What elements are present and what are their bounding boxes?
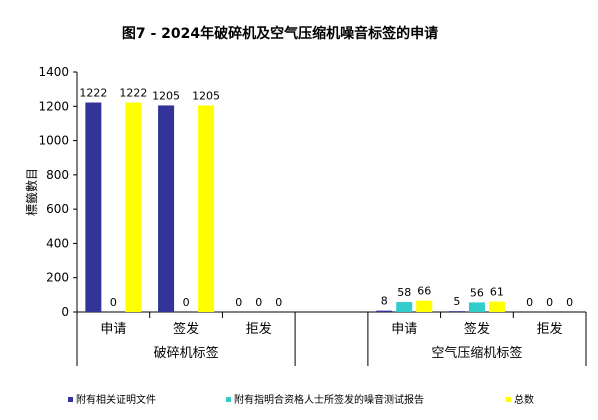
y-tick-label: 1200 [38,99,69,113]
bar [198,105,215,312]
bar [396,302,413,312]
bar [488,301,505,312]
y-tick-label: 1400 [38,65,69,79]
y-tick-label: 400 [46,236,69,250]
bars [85,102,505,312]
data-label: 0 [110,296,117,309]
data-label: 0 [235,296,242,309]
data-label: 1205 [192,89,220,102]
x-category-label: 拒发 [246,321,272,337]
data-label: 0 [183,296,190,309]
data-label: 58 [397,286,411,299]
legend-label: 总数 [514,393,534,406]
bar [125,102,142,312]
bar [468,302,485,312]
bar [85,102,102,312]
bar [416,300,433,312]
legend: 附有相关证明文件 附有指明合资格人士所签发的噪音测试报告 总数 [68,393,534,406]
x-category-label: 签发 [173,321,199,337]
x-category-label: 签发 [464,321,490,337]
data-label: 1205 [152,89,180,102]
x-group-label: 空气压缩机标签 [431,345,522,361]
chart-title: 图7 - 2024年破碎机及空气压缩机噪音标签的申请 [122,25,438,42]
x-category-label: 申请 [100,322,126,337]
legend-swatch [68,397,73,402]
data-label: 0 [546,296,553,309]
data-label: 1222 [119,87,147,100]
y-tick-label: 0 [61,305,69,319]
data-label: 0 [275,296,282,309]
legend-label: 附有相关证明文件 [76,393,156,406]
legend-swatch [226,397,231,402]
y-tick-label: 200 [46,271,69,285]
data-label: 0 [566,296,573,309]
bar [376,310,393,312]
data-label: 61 [490,286,504,299]
y-tick-label: 600 [46,202,69,216]
bar [158,105,175,312]
x-category-label: 申请 [391,322,417,337]
data-label: 0 [526,296,533,309]
data-label: 8 [381,295,388,308]
y-axis-label: 標籤數目 [24,168,39,216]
data-label: 56 [470,286,484,299]
data-label: 66 [417,285,431,298]
data-label: 5 [453,295,460,308]
y-tick-label: 1000 [38,134,69,148]
x-category-label: 拒发 [537,321,563,337]
x-group-label: 破碎机标签 [154,345,219,361]
y-tick-label: 800 [46,168,69,182]
bar [448,311,465,312]
data-label: 1222 [79,87,107,100]
data-label: 0 [255,296,262,309]
legend-swatch [506,397,511,402]
legend-label: 附有指明合资格人士所签发的噪音测试报告 [234,393,424,406]
